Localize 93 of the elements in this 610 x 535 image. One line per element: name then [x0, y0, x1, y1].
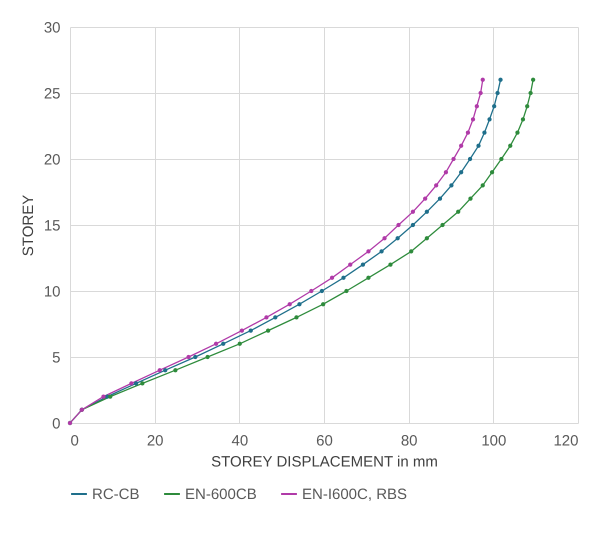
- x-tick-label: 100: [481, 432, 506, 450]
- point: [186, 354, 191, 360]
- point: [221, 342, 226, 346]
- legend-label: EN-I600C, RBS: [302, 486, 408, 503]
- x-tick-label: 60: [316, 432, 333, 450]
- point: [214, 342, 218, 346]
- point: [158, 368, 162, 372]
- point: [438, 196, 442, 201]
- y-tick-label: 15: [44, 218, 60, 234]
- point: [478, 90, 483, 96]
- y-tick-label: 5: [52, 350, 60, 366]
- y-tick-label: 30: [44, 20, 60, 36]
- y-tick-label: 10: [44, 284, 60, 300]
- point: [108, 394, 112, 399]
- point: [451, 156, 456, 162]
- point: [344, 288, 349, 294]
- point: [396, 222, 401, 228]
- point: [173, 368, 178, 372]
- point: [388, 262, 393, 267]
- point: [248, 328, 253, 333]
- point: [456, 210, 460, 214]
- point: [410, 222, 416, 228]
- point: [366, 276, 371, 280]
- point: [470, 117, 476, 122]
- point: [163, 368, 168, 372]
- x-axis-title: STOREY DISPLACEMENT in mm: [211, 454, 438, 470]
- y-tick-label: 25: [44, 86, 60, 102]
- point: [444, 170, 448, 174]
- point: [482, 130, 487, 135]
- point: [459, 144, 464, 148]
- point: [499, 156, 504, 162]
- point: [321, 302, 326, 306]
- point: [449, 183, 454, 188]
- point: [487, 117, 492, 122]
- point: [205, 354, 210, 360]
- point: [476, 144, 481, 148]
- point: [266, 328, 270, 333]
- point: [294, 315, 299, 320]
- point: [459, 170, 464, 174]
- point: [330, 276, 334, 280]
- point: [515, 130, 520, 135]
- legend-label: RC-CB: [92, 486, 140, 503]
- point: [424, 210, 429, 214]
- point: [410, 210, 416, 214]
- point: [240, 328, 244, 333]
- y-tick-label: 20: [44, 152, 60, 168]
- point: [434, 183, 438, 188]
- point: [129, 381, 134, 386]
- point: [379, 249, 384, 254]
- x-tick-label: 80: [400, 432, 418, 450]
- point: [480, 78, 485, 82]
- point: [495, 90, 500, 96]
- point: [508, 144, 512, 148]
- point: [528, 90, 533, 96]
- point: [520, 117, 526, 122]
- point: [396, 236, 400, 240]
- point: [468, 196, 473, 201]
- point: [273, 315, 278, 320]
- point: [468, 156, 472, 162]
- x-tick-label: 20: [146, 432, 164, 450]
- point: [134, 381, 138, 386]
- legend-label: EN-600CB: [185, 486, 257, 503]
- point: [474, 104, 479, 108]
- point: [297, 302, 302, 306]
- y-tick-label: 0: [52, 416, 60, 432]
- x-tick-label: 0: [70, 432, 79, 450]
- point: [490, 170, 494, 174]
- x-tick-label: 40: [231, 432, 248, 450]
- y-axis-title: STOREY: [20, 194, 37, 256]
- point: [238, 342, 242, 346]
- point: [409, 249, 414, 254]
- point: [288, 302, 292, 306]
- point: [382, 236, 387, 240]
- point: [140, 381, 145, 386]
- point: [193, 354, 198, 360]
- point: [341, 276, 346, 280]
- point: [498, 78, 503, 82]
- point: [320, 288, 324, 294]
- x-tick-label: 120: [553, 432, 578, 450]
- point: [264, 315, 269, 320]
- point: [423, 196, 428, 201]
- point: [480, 183, 485, 188]
- point: [492, 104, 496, 108]
- point: [360, 262, 366, 267]
- point: [348, 262, 352, 267]
- point: [366, 249, 371, 254]
- point: [525, 104, 530, 108]
- point: [424, 236, 429, 240]
- point: [466, 130, 470, 135]
- point: [309, 288, 314, 294]
- point: [531, 78, 536, 82]
- point: [101, 394, 106, 399]
- point: [440, 222, 445, 228]
